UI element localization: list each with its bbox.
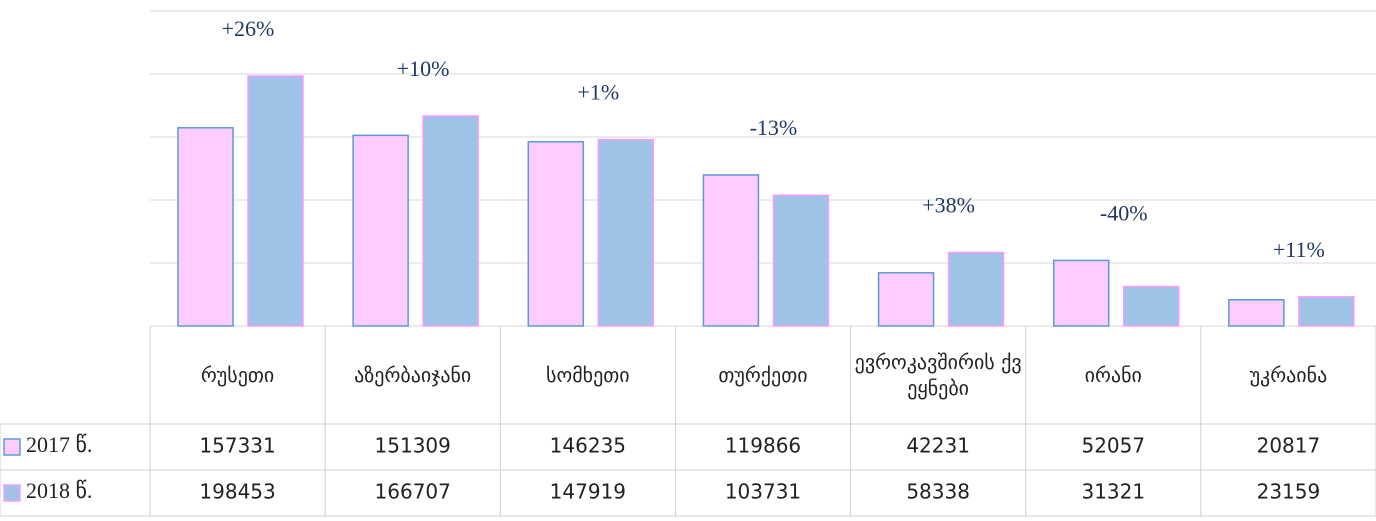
table-value: 147919	[550, 480, 626, 504]
annotation: +11%	[1273, 237, 1325, 262]
table-value: 52057	[1081, 434, 1145, 458]
bar	[1122, 285, 1180, 327]
category-cell: რუსეთი	[200, 363, 275, 387]
category-label: ევროკავშირის ქვეყნები	[854, 350, 1022, 400]
annotation: +1%	[577, 80, 619, 105]
category-label: რუსეთი	[200, 363, 275, 387]
category-label: სომხეთი	[546, 363, 630, 387]
bar	[1228, 299, 1285, 327]
table-value: 119866	[725, 434, 801, 458]
bar	[1298, 296, 1355, 327]
category-cell: ევროკავშირის ქვეყნები	[854, 350, 1022, 400]
legend-label: 2017 წ.	[26, 432, 92, 457]
category-label: უკრაინა	[1249, 363, 1328, 387]
category-label: ირანი	[1084, 363, 1142, 387]
bar	[597, 138, 655, 327]
annotation: -40%	[1100, 200, 1148, 225]
category-cell: უკრაინა	[1249, 363, 1328, 387]
table-value: 31321	[1081, 480, 1145, 504]
table-value: 146235	[550, 434, 626, 458]
category-cell: აზერბაიჯანი	[354, 363, 472, 387]
bar	[877, 272, 935, 327]
table-value: 42231	[906, 434, 970, 458]
category-label: აზერბაიჯანი	[354, 363, 472, 387]
category-cell: ირანი	[1084, 363, 1142, 387]
bar	[947, 251, 1005, 327]
annotation: +10%	[397, 56, 450, 81]
table-value: 20817	[1257, 434, 1321, 458]
bar	[422, 115, 479, 327]
table-value: 151309	[375, 434, 451, 458]
table-value: 198453	[199, 480, 275, 504]
bar	[1052, 259, 1110, 327]
category-cell: სომხეთი	[546, 363, 630, 387]
bar	[702, 174, 760, 327]
annotation: +26%	[222, 16, 275, 41]
annotation: -13%	[750, 115, 798, 140]
table-value: 23159	[1257, 480, 1321, 504]
legend-key	[3, 438, 21, 456]
bar	[527, 140, 585, 327]
table-value: 166707	[375, 480, 451, 504]
table-value: 157331	[199, 434, 275, 458]
bar	[247, 75, 304, 327]
category-label: თურქეთი	[718, 363, 808, 387]
table-value: 103731	[725, 480, 801, 504]
table-value: 58338	[906, 480, 970, 504]
bar	[177, 127, 234, 327]
annotation: +38%	[922, 193, 975, 218]
legend-label: 2018 წ.	[26, 478, 92, 503]
bar	[772, 194, 830, 327]
legend-key	[3, 484, 21, 502]
bar	[352, 134, 409, 327]
category-cell: თურქეთი	[718, 363, 808, 387]
